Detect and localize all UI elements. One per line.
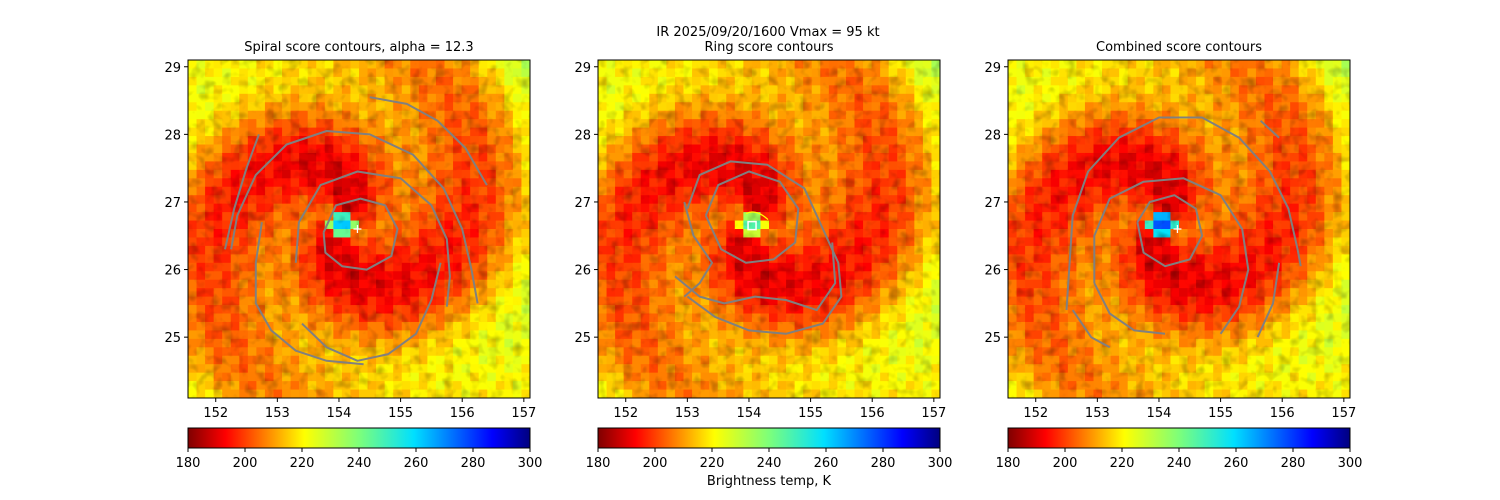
- contour-outer-south: [1071, 309, 1111, 349]
- colorbar-tick-label: 240: [1167, 456, 1192, 471]
- colorbar-tick-label: 220: [700, 456, 725, 471]
- colorbar-tick-label: 300: [928, 456, 953, 471]
- contour-ring-inner: [745, 211, 769, 221]
- contour-east-arc: [1256, 262, 1281, 338]
- colorbar-tick-label: 300: [518, 456, 543, 471]
- x-tick-label: 153: [265, 406, 290, 421]
- x-tick-label: 152: [613, 406, 638, 421]
- x-tick-label: 155: [388, 406, 413, 421]
- colorbar-gradient: [597, 427, 941, 449]
- contour-inner: [1136, 194, 1204, 268]
- contour-ring-west: [683, 201, 713, 298]
- colorbar-tick-label: 240: [347, 456, 372, 471]
- contour-ring-band: [686, 160, 843, 335]
- colorbar-tick-label: 240: [757, 456, 782, 471]
- contour-top-arm: [369, 96, 488, 186]
- colorbar-tick-label: 180: [996, 456, 1021, 471]
- contour-middle: [294, 170, 451, 307]
- colorbar-tick-label: 260: [814, 456, 839, 471]
- x-tick-label: 153: [675, 406, 700, 421]
- colorbar-tick-label: 300: [1338, 456, 1363, 471]
- x-tick-label: 157: [921, 406, 946, 421]
- panel-1: Spiral score contours, alpha = 12.3 152 15…: [164, 40, 542, 471]
- y-tick-label: 28: [574, 128, 591, 143]
- colorbar-label: Brightness temp, K: [707, 474, 832, 489]
- colorbar-tick-label: 200: [1053, 456, 1078, 471]
- x-tick-label: 155: [798, 406, 823, 421]
- contour-outer: [301, 262, 442, 362]
- y-tick-label: 28: [984, 128, 1001, 143]
- x-tick-label: 152: [1023, 406, 1048, 421]
- contour-ring-core: [704, 170, 800, 264]
- axes-frame: [1007, 59, 1351, 399]
- x-tick-label: 157: [1331, 406, 1356, 421]
- x-tick-label: 153: [1085, 406, 1110, 421]
- colorbar-tick-label: 180: [176, 456, 201, 471]
- colorbar-2: 180 200 220 240 260 280 300: [586, 427, 953, 471]
- y-tick-label: 27: [574, 196, 591, 211]
- contour-ring-south: [674, 242, 837, 312]
- contour-middle-bottom: [1093, 282, 1166, 335]
- contour-outer: [1065, 116, 1302, 311]
- contour-big-spiral: [230, 130, 479, 304]
- y-tick-label: 29: [574, 61, 591, 76]
- panel-title: Combined score contours: [1096, 40, 1262, 55]
- brightness-temp-field: [598, 60, 940, 398]
- y-tick-label: 29: [164, 61, 181, 76]
- panels: Spiral score contours, alpha = 12.3 152 15…: [164, 40, 1362, 471]
- x-tick-label: 152: [203, 406, 228, 421]
- y-tick-label: 28: [164, 128, 181, 143]
- colorbar-tick-label: 260: [1224, 456, 1249, 471]
- colorbar-tick-label: 220: [1110, 456, 1135, 471]
- contour-far-left: [224, 134, 260, 250]
- colorbar-tick-label: 200: [233, 456, 258, 471]
- panel-2: Ring score contours 152 153 154 155 156 157 25 2…: [574, 40, 952, 471]
- x-tick-label: 154: [1147, 406, 1172, 421]
- y-tick-label: 26: [984, 264, 1001, 279]
- contour-ne-stub: [1259, 120, 1280, 139]
- contour-inner: [322, 197, 399, 271]
- colorbar-tick-label: 280: [461, 456, 486, 471]
- y-tick-label: 26: [164, 264, 181, 279]
- colorbar-tick-label: 200: [643, 456, 668, 471]
- panel-title: Spiral score contours, alpha = 12.3: [244, 40, 473, 55]
- x-tick-label: 157: [511, 406, 536, 421]
- colorbar-3: 180 200 220 240 260 280 300: [996, 427, 1363, 471]
- x-tick-label: 154: [737, 406, 762, 421]
- x-tick-label: 156: [1270, 406, 1295, 421]
- y-tick-label: 26: [574, 264, 591, 279]
- colorbar-tick-label: 220: [290, 456, 315, 471]
- x-tick-label: 155: [1208, 406, 1233, 421]
- y-tick-label: 25: [574, 331, 591, 346]
- colorbar-tick-label: 280: [1281, 456, 1306, 471]
- colorbar-gradient: [1007, 427, 1351, 449]
- contour-middle: [1093, 177, 1250, 335]
- contour-left-arm: [254, 222, 364, 366]
- panel-title: Ring score contours: [704, 40, 833, 55]
- y-tick-label: 27: [164, 196, 181, 211]
- colorbar-gradient: [187, 427, 531, 449]
- cloud-texture: [598, 60, 940, 398]
- suptitle: IR 2025/09/20/1600 Vmax = 95 kt: [656, 25, 879, 40]
- y-tick-label: 25: [984, 331, 1001, 346]
- panel-3: Combined score contours 152 153 154 155 156 15…: [984, 40, 1362, 471]
- y-tick-label: 25: [164, 331, 181, 346]
- center-marker-square: [747, 220, 757, 231]
- y-tick-label: 29: [984, 61, 1001, 76]
- axes-frame: [187, 59, 531, 399]
- x-tick-label: 156: [860, 406, 885, 421]
- x-tick-label: 156: [450, 406, 475, 421]
- colorbar-1: 180 200 220 240 260 280 300: [176, 427, 543, 471]
- axes-frame: [597, 59, 941, 399]
- colorbar-tick-label: 180: [586, 456, 611, 471]
- center-marker-plus: [1173, 225, 1182, 233]
- colorbar-tick-label: 280: [871, 456, 896, 471]
- y-tick-label: 27: [984, 196, 1001, 211]
- center-marker-plus: [353, 225, 362, 233]
- colorbar-tick-label: 260: [404, 456, 429, 471]
- x-tick-label: 154: [327, 406, 352, 421]
